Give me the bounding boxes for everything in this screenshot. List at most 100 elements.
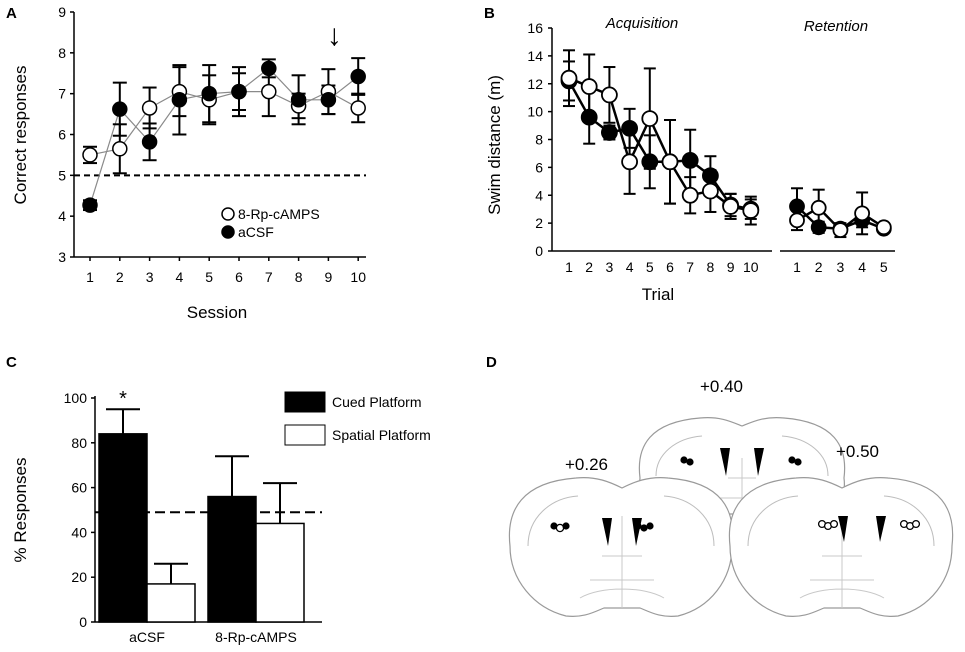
panel-a-y-tick-label: 4: [58, 208, 66, 224]
panel-b-chart: B Swim distance (m) Trial Acquisition Re…: [484, 5, 895, 304]
panel-b-series-0-retention-point: [789, 212, 805, 229]
panel-b-series-0-acquisition-point: [580, 78, 598, 95]
panel-label-b: B: [484, 5, 495, 22]
panel-b-y-tick-label: 4: [535, 187, 543, 203]
panel-b-x-axis-label: Trial: [642, 285, 674, 304]
panel-c-chart: C % Responses 0 20 40 60 80 100 aCSF 8-Rp-cAMP…: [6, 354, 431, 645]
panel-c-significance-marker: *: [119, 388, 127, 410]
panel-b-retention-tick-label: 5: [880, 259, 888, 275]
panel-b-y-tick-label: 6: [535, 159, 543, 175]
panel-c-x-tick-label: aCSF: [129, 629, 165, 645]
panel-c-legend-cued: Cued Platform: [332, 394, 421, 410]
panel-a-y-tick-label: 3: [58, 249, 66, 265]
panel-a-x-tick-label: 7: [265, 269, 273, 285]
panel-b-series-1-retention-point: [810, 219, 827, 236]
panel-b-y-tick-label: 12: [527, 76, 543, 92]
panel-b-y-tick-label: 14: [527, 48, 543, 64]
panel-c-y-tick-label: 60: [71, 480, 87, 496]
panel-b-series-0-acquisition-point: [601, 86, 618, 104]
panel-c-y-tick-label: 80: [71, 435, 87, 451]
panel-a-x-axis-label: Session: [187, 303, 247, 322]
panel-b-series-0-retention-point: [854, 205, 870, 222]
brain-label-0-26: +0.26: [565, 455, 608, 474]
panel-b-y-tick-label: 10: [527, 104, 543, 120]
panel-a-x-tick-label: 5: [205, 269, 213, 285]
panel-a-x-tick-label: 6: [235, 269, 243, 285]
panel-a-x-tick-label: 3: [146, 269, 154, 285]
panel-c-bar-0-1: [207, 495, 257, 623]
panel-label-a: A: [6, 5, 17, 22]
panel-b-series-0-acquisition-line: [568, 77, 752, 212]
panel-a-x-tick-label: 2: [116, 269, 124, 285]
panel-a-legend-acsf: aCSF: [238, 224, 274, 240]
panel-a-series-0-point: [261, 83, 277, 100]
panel-b-acquisition-label: Acquisition: [605, 15, 679, 32]
panel-a-series-0-point: [141, 100, 158, 116]
panel-a-x-tick-label: 1: [86, 269, 94, 285]
panel-a-series-1-point: [290, 92, 307, 108]
panel-b-acquisition-tick-label: 10: [743, 259, 759, 275]
panel-b-series-1-acquisition-point: [601, 124, 618, 141]
panel-a-y-tick-label: 5: [58, 167, 66, 183]
panel-a-arrow-marker: ↓: [327, 19, 342, 52]
panel-b-series-1-acquisition-point: [621, 119, 638, 137]
panel-b-series-0-acquisition-point: [560, 69, 578, 87]
panel-a-y-tick-label: 7: [58, 86, 66, 102]
panel-b-y-tick-label: 2: [535, 215, 543, 231]
panel-b-acquisition-tick-label: 4: [626, 259, 634, 275]
brain-section-0-50: [728, 477, 954, 617]
panel-a-y-tick-label: 6: [58, 127, 66, 143]
panel-c-y-axis-label: % Responses: [11, 458, 30, 563]
panel-a-x-tick-label: 9: [325, 269, 333, 285]
panel-a-series-1-point: [350, 68, 366, 85]
panel-b-retention-tick-label: 3: [837, 259, 845, 275]
panel-b-acquisition-tick-label: 2: [585, 259, 593, 275]
panel-c-y-tick-label: 20: [71, 569, 87, 585]
panel-b-acquisition-tick-label: 1: [565, 259, 573, 275]
panel-a-series-0-point: [350, 100, 366, 116]
panel-b-series-0-retention-point: [832, 222, 849, 238]
panel-c-bar-0-0: [98, 433, 148, 623]
panel-label-d: D: [486, 354, 497, 371]
panel-b-y-tick-label: 8: [535, 132, 543, 148]
brain-label-0-50: +0.50: [836, 442, 879, 461]
panel-a-series-1-point: [171, 92, 188, 108]
panel-b-series-0-acquisition-point: [641, 110, 659, 127]
panel-c-bar-1-1: [255, 522, 305, 623]
panel-b-series-0-retention-point: [875, 219, 892, 236]
panel-b-series-0-acquisition-point: [702, 182, 719, 200]
panel-label-c: C: [6, 354, 17, 371]
panel-a-series-1-point: [141, 134, 158, 150]
panel-a-x-tick-label: 4: [176, 269, 184, 285]
panel-b-series-1-acquisition-point: [702, 167, 719, 185]
panel-b-acquisition-tick-label: 5: [646, 259, 654, 275]
panel-a-series-1-point: [82, 197, 98, 213]
panel-a-series-0-point: [82, 147, 98, 163]
panel-c-legend-cued-swatch: [284, 391, 326, 413]
panel-a-y-axis-label: Correct responses: [11, 66, 30, 205]
panel-b-series-1-acquisition-line: [567, 80, 752, 211]
panel-a-chart: A Correct responses Session 3 4 5 6 7 8 9 1 2 3 4…: [6, 4, 366, 322]
panel-b-series-1-retention-point: [789, 198, 805, 215]
panel-d-brain-sections: D: [486, 354, 954, 617]
panel-a-series-0-line: [89, 90, 359, 156]
panel-a-y-tick-label: 8: [58, 45, 66, 61]
panel-a-legend-open-marker: [221, 207, 235, 221]
panel-b-y-tick-label: 16: [527, 20, 543, 36]
panel-a-series-1-point: [112, 101, 128, 117]
panel-c-bar-1-0: [146, 583, 196, 623]
panel-b-series-0-acquisition-point: [661, 153, 679, 171]
panel-b-y-tick-label: 0: [535, 243, 543, 259]
panel-b-acquisition-tick-label: 6: [666, 259, 674, 275]
panel-a-x-tick-label: 10: [350, 269, 366, 285]
brain-label-0-40: +0.40: [700, 377, 743, 396]
panel-b-series-0-acquisition-point: [742, 202, 760, 219]
panel-c-y-tick-label: 40: [71, 524, 87, 540]
panel-c-x-tick-label: 8-Rp-cAMPS: [215, 629, 297, 645]
brain-section-0-26: [508, 477, 734, 617]
panel-b-series-0-acquisition-point: [621, 153, 638, 171]
panel-a-y-tick-label: 9: [58, 4, 66, 20]
panel-b-series-1-acquisition-point: [681, 152, 699, 169]
panel-b-series-0-retention-point: [810, 199, 827, 216]
